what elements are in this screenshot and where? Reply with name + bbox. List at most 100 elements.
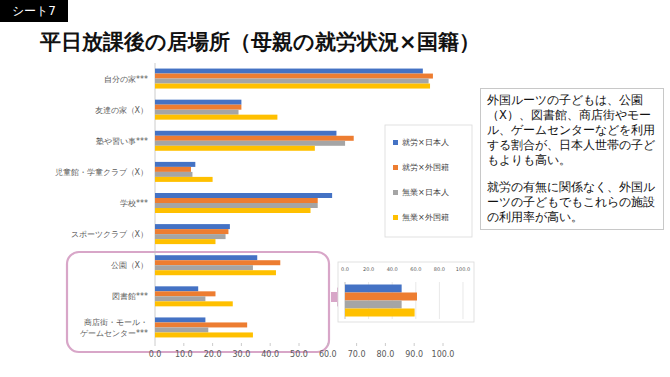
category-label: 図書館*** bbox=[112, 292, 148, 301]
tick-mark bbox=[155, 343, 156, 346]
bar bbox=[155, 141, 345, 146]
bar bbox=[155, 105, 241, 110]
legend-swatch bbox=[393, 140, 398, 145]
bar bbox=[155, 146, 315, 151]
grid-line bbox=[439, 282, 440, 319]
grid-line bbox=[463, 282, 464, 319]
legend-label: 就労×日本人 bbox=[402, 138, 449, 147]
legend-swatch bbox=[393, 215, 398, 220]
category-label: 公園（X） bbox=[111, 261, 148, 270]
tick-label: 90.0 bbox=[405, 350, 423, 359]
tick-mark bbox=[414, 343, 415, 346]
category-line: スポーツクラブ（X） bbox=[71, 230, 148, 239]
bar bbox=[155, 84, 430, 89]
bar bbox=[155, 301, 233, 306]
category-line: 児童館・学童クラブ（X） bbox=[55, 168, 148, 177]
bar bbox=[155, 332, 253, 337]
category-label: 学校*** bbox=[120, 199, 148, 208]
bar bbox=[155, 317, 205, 322]
legend-box bbox=[385, 125, 472, 237]
legend-label: 就労×外国籍 bbox=[402, 163, 449, 172]
category-line: 学校*** bbox=[120, 199, 148, 208]
bar bbox=[155, 131, 336, 136]
category-label: 友達の家（X） bbox=[95, 106, 148, 115]
bar bbox=[155, 255, 257, 260]
tick-label: 50.0 bbox=[290, 350, 308, 359]
tick-label: 70.0 bbox=[348, 350, 366, 359]
bar bbox=[155, 110, 239, 115]
bar bbox=[155, 74, 433, 79]
tick-label: 40.0 bbox=[261, 350, 279, 359]
tick-label: 30.0 bbox=[232, 350, 250, 359]
bar bbox=[155, 270, 276, 275]
bar bbox=[155, 265, 253, 270]
bar bbox=[155, 79, 429, 84]
tick-label: 20.0 bbox=[363, 266, 374, 272]
category-line: 公園（X） bbox=[111, 261, 148, 270]
bar bbox=[155, 167, 191, 172]
bar bbox=[155, 193, 332, 198]
category-label: スポーツクラブ（X） bbox=[71, 230, 148, 239]
category-line: ゲームセンター*** bbox=[80, 329, 148, 338]
bars bbox=[345, 285, 417, 317]
annotation-text: 就労の有無に関係なく、外国ルーツの子どもでもこれらの施設の利用率が高い。 bbox=[487, 180, 657, 225]
category-line: 図書館*** bbox=[112, 292, 148, 301]
bar bbox=[155, 229, 228, 234]
bar bbox=[155, 239, 215, 244]
bar bbox=[155, 203, 318, 208]
inset-box bbox=[338, 262, 474, 322]
legend: 就労×日本人就労×外国籍無業×日本人無業×外国籍 bbox=[385, 125, 472, 237]
sheet-label: シート7 bbox=[0, 0, 68, 22]
tick-label: 60.0 bbox=[319, 350, 337, 359]
tick-mark bbox=[385, 343, 386, 346]
tick-mark bbox=[327, 343, 328, 346]
tick-mark bbox=[183, 343, 184, 346]
bar bbox=[155, 327, 208, 332]
bar bbox=[345, 293, 417, 301]
tick-label: 80.0 bbox=[434, 266, 445, 272]
bar bbox=[155, 162, 195, 167]
tick-label: 0.0 bbox=[149, 350, 162, 359]
bar bbox=[155, 296, 205, 301]
tick-mark bbox=[356, 343, 357, 346]
bar bbox=[345, 309, 415, 317]
tick-mark bbox=[241, 343, 242, 346]
bar bbox=[155, 136, 354, 141]
tick-label: 40.0 bbox=[387, 266, 398, 272]
legend-label: 無業×外国籍 bbox=[402, 213, 449, 222]
category-line: 友達の家（X） bbox=[95, 106, 148, 115]
category-label: 児童館・学童クラブ（X） bbox=[55, 168, 148, 177]
chart-title: 平日放課後の居場所（母親の就労状況×国籍） bbox=[40, 28, 480, 56]
bar bbox=[155, 224, 230, 229]
bar bbox=[345, 301, 402, 309]
bar bbox=[155, 234, 226, 239]
category-line: 商店街・モール・ bbox=[84, 318, 148, 327]
tick-label: 0.0 bbox=[341, 266, 349, 272]
bar bbox=[155, 198, 318, 203]
tick-mark bbox=[299, 343, 300, 346]
bar bbox=[155, 115, 277, 120]
bar bbox=[155, 291, 215, 296]
tick-mark bbox=[212, 343, 213, 346]
tick-label: 10.0 bbox=[175, 350, 193, 359]
legend-swatch bbox=[393, 190, 398, 195]
bar bbox=[155, 286, 198, 291]
category-label: 塾や習い事*** bbox=[96, 137, 148, 146]
bar bbox=[155, 69, 423, 74]
annotation-box: 外国ルーツの子どもは、公園（X）、図書館、商店街やモール、ゲームセンターなどを利… bbox=[480, 88, 664, 230]
bar bbox=[155, 260, 280, 265]
tick-mark bbox=[270, 343, 271, 346]
tick-label: 20.0 bbox=[204, 350, 222, 359]
annotation-text: 外国ルーツの子どもは、公園（X）、図書館、商店街やモール、ゲームセンターなどを利… bbox=[487, 93, 657, 168]
highlight-frame bbox=[67, 252, 329, 352]
tick-label: 60.0 bbox=[410, 266, 421, 272]
category-label: 商店街・モール・ゲームセンター*** bbox=[80, 318, 148, 338]
tick-label: 80.0 bbox=[376, 350, 394, 359]
bar bbox=[345, 285, 402, 293]
legend-swatch bbox=[393, 165, 398, 170]
legend-label: 無業×日本人 bbox=[402, 188, 449, 197]
category-line: 自分の家*** bbox=[104, 75, 148, 84]
bar bbox=[155, 322, 247, 327]
bar bbox=[155, 208, 311, 213]
tick-mark bbox=[443, 343, 444, 346]
